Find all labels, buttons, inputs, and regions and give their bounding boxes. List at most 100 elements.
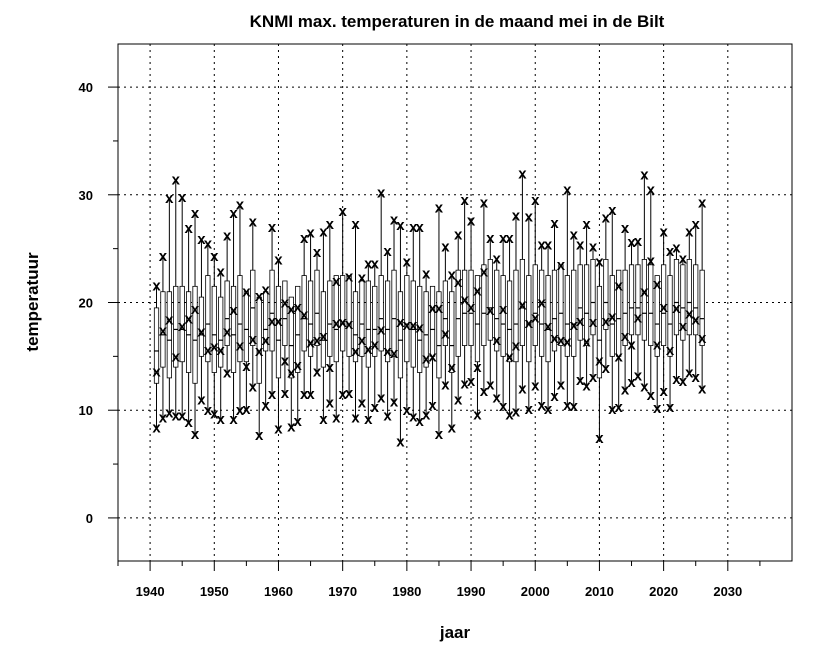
data-marker: x — [332, 273, 341, 290]
x-tick-label: 1980 — [392, 584, 421, 599]
x-tick-label: 1950 — [200, 584, 229, 599]
boxplot — [340, 210, 346, 395]
boxplot — [500, 237, 506, 406]
data-marker: x — [416, 413, 425, 430]
box — [237, 275, 243, 363]
box — [494, 269, 500, 352]
boxplot — [596, 261, 603, 439]
boxplot — [288, 296, 294, 427]
data-marker: x — [435, 426, 444, 443]
data-marker: x — [255, 288, 264, 305]
data-marker: x — [640, 284, 649, 301]
data-marker: x — [544, 318, 553, 335]
boxplot — [436, 207, 442, 434]
data-marker: x — [210, 405, 219, 422]
boxplot — [622, 228, 628, 390]
data-marker: x — [602, 209, 611, 226]
data-marker: x — [210, 339, 219, 356]
data-marker: x — [306, 334, 315, 351]
data-marker: x — [358, 270, 367, 287]
boxplot — [153, 285, 160, 428]
box — [301, 275, 307, 352]
data-marker: x — [634, 310, 643, 327]
box — [192, 285, 198, 384]
box — [673, 259, 680, 336]
boxplot — [327, 223, 333, 403]
data-marker: x — [172, 172, 181, 189]
y-tick-label: 40 — [79, 80, 93, 95]
data-marker: x — [685, 305, 694, 322]
data-marker: x — [659, 383, 668, 400]
boxplots — [153, 173, 705, 442]
box — [609, 275, 615, 357]
boxplot — [269, 227, 275, 395]
box — [603, 259, 609, 330]
boxplot — [583, 223, 590, 386]
data-marker: x — [653, 276, 662, 293]
data-marker: x — [338, 314, 347, 331]
data-marker: x — [698, 381, 707, 398]
boxplot — [410, 227, 416, 417]
data-marker: x — [409, 409, 418, 426]
box — [635, 264, 641, 336]
data-marker: x — [313, 244, 322, 261]
data-marker: x — [486, 376, 495, 393]
boxplot — [680, 258, 686, 382]
data-marker: x — [589, 314, 598, 331]
x-tick-label: 1970 — [328, 584, 357, 599]
box — [186, 291, 192, 373]
data-marker: x — [627, 374, 636, 391]
box — [275, 285, 282, 379]
data-marker: x — [204, 342, 213, 359]
boxplot — [282, 280, 288, 393]
data-marker: x — [621, 328, 630, 345]
boxplot — [474, 275, 481, 415]
y-axis-label: temperatuur — [23, 252, 42, 352]
data-marker: x — [428, 300, 437, 317]
data-marker: x — [621, 382, 630, 399]
data-marker: x — [659, 223, 668, 240]
data-marker: x — [493, 250, 502, 267]
data-marker: x — [242, 401, 251, 418]
data-marker: x — [473, 359, 482, 376]
data-marker: x — [249, 379, 258, 396]
data-marker: x — [480, 263, 489, 280]
data-marker: x — [255, 343, 264, 360]
data-marker: x — [223, 365, 232, 382]
data-marker: x — [602, 313, 611, 330]
data-marker: x — [557, 257, 566, 274]
data-marker: x — [570, 227, 579, 244]
boxplot — [218, 271, 224, 419]
data-marker: x — [281, 385, 290, 402]
data-marker: x — [319, 411, 328, 428]
data-marker: x — [294, 299, 303, 316]
box — [667, 275, 673, 357]
boxplot — [513, 215, 519, 412]
data-marker: x — [512, 403, 521, 420]
data-marker: x — [191, 205, 200, 222]
data-marker: x — [229, 411, 238, 428]
boxplot — [609, 209, 615, 410]
data-marker: x — [653, 400, 662, 417]
box — [564, 275, 570, 357]
boxplot — [455, 234, 461, 400]
data-marker: x — [685, 223, 694, 240]
data-marker: x — [184, 220, 193, 237]
box — [295, 285, 301, 373]
box — [699, 269, 705, 346]
boxplot — [301, 237, 307, 395]
boxplot — [352, 223, 359, 418]
data-marker: x — [525, 208, 534, 225]
data-marker: x — [281, 295, 290, 312]
box — [423, 291, 429, 368]
data-marker: x — [595, 254, 604, 271]
data-marker: x — [268, 219, 277, 236]
box — [333, 275, 339, 363]
boxplot — [661, 231, 667, 391]
data-marker: x — [223, 228, 232, 245]
data-marker: x — [505, 407, 514, 424]
boxplot — [635, 241, 641, 376]
data-marker: x — [300, 386, 309, 403]
box — [680, 264, 686, 341]
